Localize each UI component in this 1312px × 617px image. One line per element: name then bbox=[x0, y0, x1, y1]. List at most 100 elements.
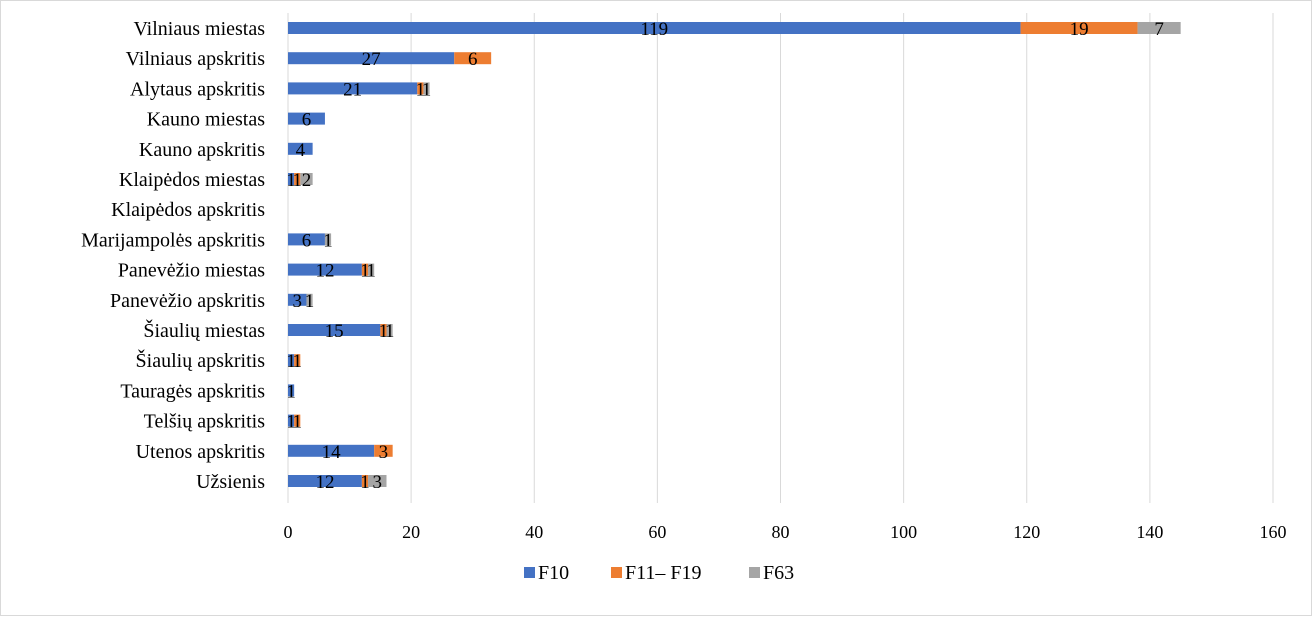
data-label: 12 bbox=[315, 261, 334, 282]
data-label: 14 bbox=[322, 442, 342, 463]
bar-segment-f10 bbox=[288, 233, 325, 246]
bar-segment-f10 bbox=[288, 354, 295, 367]
category-label: Alytaus apskritis bbox=[130, 78, 265, 100]
data-label: 1 bbox=[379, 321, 389, 342]
legend-label: F63 bbox=[763, 562, 794, 584]
bar-segment-f63 bbox=[386, 324, 393, 336]
bar-segment-f11f19 bbox=[417, 82, 424, 95]
legend-swatch bbox=[749, 567, 760, 578]
data-label: 6 bbox=[302, 230, 312, 251]
bar-segment-f10 bbox=[288, 324, 381, 336]
data-label: 1 bbox=[416, 79, 426, 100]
bar-segment-f11f19 bbox=[454, 52, 492, 65]
bar-segment-f11f19 bbox=[361, 263, 369, 276]
bar-segment-f63 bbox=[368, 475, 387, 487]
data-label: 1 bbox=[286, 170, 296, 191]
category-axis: Vilniaus miestas Vilniaus apskritis Alytau… bbox=[81, 18, 265, 493]
category-label: Vilniaus miestas bbox=[133, 18, 265, 40]
data-label: 3 bbox=[379, 442, 389, 463]
category-label: Tauragės apskritis bbox=[120, 380, 265, 402]
category-label: Telšių apskritis bbox=[144, 411, 266, 433]
category-label: Vilniaus apskritis bbox=[126, 48, 266, 70]
bar-segment-f10 bbox=[288, 475, 362, 487]
data-label: 119 bbox=[640, 19, 668, 40]
value-axis: 0 20 40 60 80 100 120 140 160 bbox=[284, 522, 1287, 542]
legend-swatch bbox=[611, 567, 622, 578]
bar-segment-f10 bbox=[288, 82, 418, 95]
bar-segment-f11f19 bbox=[294, 414, 301, 427]
bar-segment-f10 bbox=[288, 142, 313, 155]
data-label: 1 bbox=[292, 170, 302, 191]
category-label: Kauno miestas bbox=[147, 109, 266, 131]
bar-segment-f10 bbox=[288, 263, 362, 276]
category-label: Šiaulių apskritis bbox=[136, 348, 266, 372]
bar-segment-f10 bbox=[288, 22, 1021, 34]
x-tick-label: 160 bbox=[1260, 522, 1287, 542]
legend-swatch bbox=[524, 567, 535, 578]
x-tick-label: 0 bbox=[284, 522, 293, 542]
legend-label: F11– F19 bbox=[625, 562, 702, 584]
data-label: 21 bbox=[343, 79, 362, 100]
grid-layer bbox=[287, 13, 1274, 503]
bar-segment-f10 bbox=[288, 52, 455, 65]
category-label: Kauno apskritis bbox=[139, 139, 265, 161]
data-label: 1 bbox=[286, 381, 296, 402]
bar-segment-f63 bbox=[368, 263, 375, 276]
x-tick-label: 60 bbox=[648, 522, 666, 542]
x-tick-label: 120 bbox=[1013, 522, 1040, 542]
data-label: 1 bbox=[286, 351, 296, 372]
data-label: 2 bbox=[302, 170, 312, 191]
data-label: 1 bbox=[286, 412, 296, 433]
data-label: 7 bbox=[1154, 19, 1164, 40]
bar-segment-f63 bbox=[324, 233, 332, 246]
category-label: Užsienis bbox=[196, 471, 265, 493]
bar-segment-f10 bbox=[288, 173, 295, 185]
data-label: 19 bbox=[1070, 19, 1089, 40]
data-label: 1 bbox=[360, 472, 370, 493]
bar-segment-f63 bbox=[423, 82, 430, 95]
bar-segment-f10 bbox=[288, 384, 295, 397]
bar-segment-f10 bbox=[288, 112, 325, 125]
data-label: 4 bbox=[296, 140, 306, 161]
bar-layer bbox=[288, 22, 1181, 487]
bar-segment-f63 bbox=[300, 173, 313, 185]
legend: F10 F11– F19 F63 bbox=[524, 562, 794, 584]
data-label: 1 bbox=[292, 351, 302, 372]
category-label: Klaipėdos miestas bbox=[119, 169, 265, 191]
x-tick-label: 80 bbox=[772, 522, 790, 542]
data-label: 12 bbox=[315, 472, 334, 493]
data-label: 3 bbox=[373, 472, 383, 493]
x-tick-label: 140 bbox=[1136, 522, 1163, 542]
data-label: 27 bbox=[362, 49, 381, 70]
bar-segment-f63 bbox=[1137, 22, 1181, 34]
data-label: 15 bbox=[325, 321, 344, 342]
data-label: 1 bbox=[366, 261, 376, 282]
legend-label: F10 bbox=[538, 562, 569, 584]
data-label: 6 bbox=[468, 49, 478, 70]
x-tick-label: 40 bbox=[525, 522, 543, 542]
category-label: Klaipėdos apskritis bbox=[111, 199, 265, 221]
bar-segment-f11f19 bbox=[374, 444, 393, 457]
data-label: 3 bbox=[292, 291, 302, 312]
data-label: 1 bbox=[305, 291, 315, 312]
bar-segment-f11f19 bbox=[361, 475, 369, 487]
bar-segment-f11f19 bbox=[294, 173, 301, 185]
x-tick-label: 20 bbox=[402, 522, 420, 542]
data-label: 1 bbox=[323, 230, 333, 251]
bar-segment-f10 bbox=[288, 414, 295, 427]
data-label: 1 bbox=[385, 321, 395, 342]
category-label: Šiaulių miestas bbox=[143, 318, 265, 342]
category-label: Panevėžio miestas bbox=[118, 260, 265, 282]
bar-segment-f11f19 bbox=[294, 354, 301, 367]
category-label: Marijampolės apskritis bbox=[81, 229, 265, 251]
data-label: 1 bbox=[360, 261, 370, 282]
data-label: 1 bbox=[422, 79, 432, 100]
bar-segment-f11f19 bbox=[1020, 22, 1138, 34]
data-label: 6 bbox=[302, 110, 312, 131]
bar-segment-f63 bbox=[306, 293, 313, 306]
category-label: Panevėžio apskritis bbox=[110, 290, 265, 312]
x-tick-label: 100 bbox=[890, 522, 917, 542]
